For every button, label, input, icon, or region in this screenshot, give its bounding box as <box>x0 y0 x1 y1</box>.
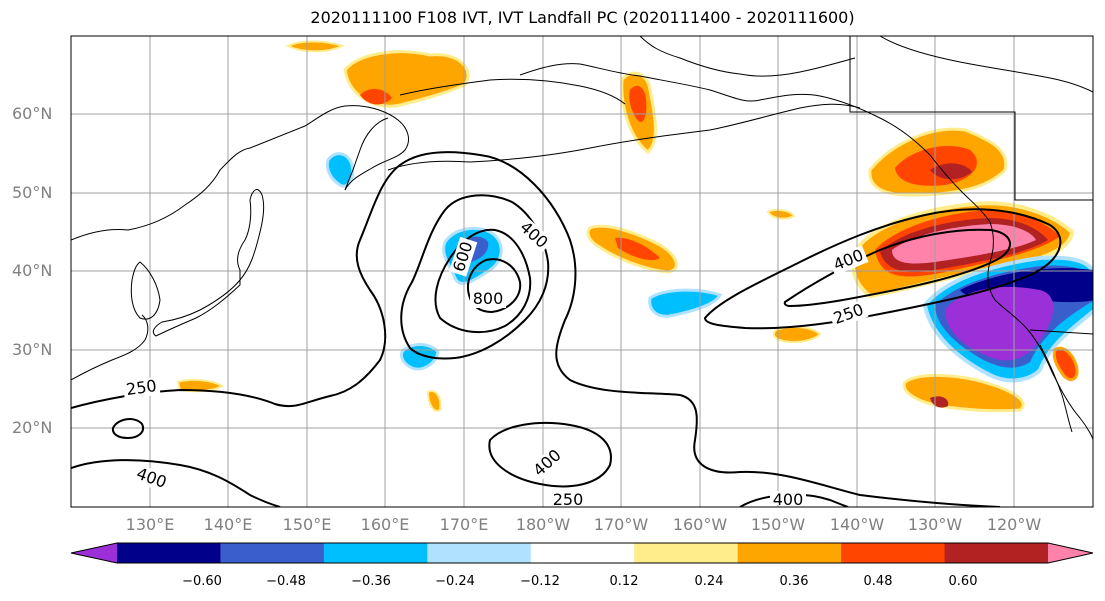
anomaly-small-2 <box>426 390 442 412</box>
colorbar-segment <box>634 543 739 563</box>
anomaly-alaska-red <box>930 163 972 180</box>
colorbar-tick-label: −0.36 <box>351 574 391 589</box>
anomaly-central-pacific-core <box>615 237 660 261</box>
lon-label-140w: 140°W <box>829 515 885 534</box>
colorbar-extend-right <box>1048 543 1093 563</box>
contour-250-ne-pacific <box>703 208 1062 330</box>
coastline-east-asia <box>71 105 409 241</box>
anomaly-small-1 <box>766 208 796 220</box>
colorbar <box>70 542 1094 564</box>
lon-label-170w: 170°W <box>593 515 649 534</box>
anomaly-bering-core <box>629 85 647 122</box>
colorbar-tick-label: 0.36 <box>779 574 809 589</box>
contour-600 <box>434 228 532 334</box>
anomaly-hawaii-east <box>772 325 822 343</box>
anomaly-okhotsk-core <box>360 88 392 105</box>
lat-label-20n: 20°N <box>12 418 53 437</box>
lon-label-160e: 160°E <box>360 515 410 534</box>
lon-label-170e: 170°E <box>439 515 489 534</box>
colorbar-tick-label: 0.60 <box>948 574 978 589</box>
colorbar-extend-left <box>71 543 117 563</box>
colorbar-segment <box>737 543 842 563</box>
coastline-baja <box>1039 344 1073 433</box>
coastline-bering-alaska-north <box>639 36 856 77</box>
coastline-aleutian-chain <box>387 103 861 171</box>
colorbar-segment <box>220 543 325 563</box>
lon-label-160w: 160°W <box>672 515 728 534</box>
border-us-mexico <box>1029 329 1093 335</box>
contour-800 <box>467 258 522 314</box>
contour-label-250-wp: 250 <box>125 376 158 399</box>
colorbar-segment <box>323 543 428 563</box>
contour-label-800: 800 <box>473 289 504 308</box>
colorbar-tick-label: 0.12 <box>609 574 639 589</box>
anomaly-baja <box>1052 346 1079 381</box>
lat-label-40n: 40°N <box>12 261 53 280</box>
map-frame <box>70 35 1094 508</box>
contour-400-southeast <box>739 493 849 507</box>
coastline-japan <box>152 189 265 337</box>
anomaly-dateline-negative <box>648 288 723 318</box>
anomaly-ne-pacific-pink <box>892 224 1036 264</box>
coastline-chukotka <box>399 78 626 105</box>
coastline-kamchatka <box>344 117 389 191</box>
political-boundaries <box>849 36 1093 335</box>
colorbar-segment <box>427 543 532 563</box>
coastline-canada-islands <box>879 36 1093 93</box>
contour-label-250-south: 250 <box>553 490 584 509</box>
colorbar-tick-label: −0.12 <box>520 574 560 589</box>
lon-label-150w: 150°W <box>750 515 806 534</box>
anomaly-kamchatka-negative <box>325 152 355 188</box>
coastlines <box>71 36 1093 441</box>
contour-250-west-pacific <box>71 151 1001 507</box>
lon-label-120w: 120°W <box>986 515 1042 534</box>
coastline-korea <box>130 261 161 320</box>
contour-400-south-central <box>488 422 612 488</box>
anomaly-california-negative-core <box>945 286 1054 361</box>
lat-label-60n: 60°N <box>12 104 53 123</box>
map-title: 2020111100 F108 IVT, IVT Landfall PC (20… <box>310 8 855 27</box>
lat-label-50n: 50°N <box>12 183 53 202</box>
colorbar-tick-label: −0.60 <box>182 574 222 589</box>
anomaly-japan-sea-negative <box>400 343 440 371</box>
colorbar-outline <box>70 542 1094 564</box>
contour-label-400-south: 400 <box>773 490 804 509</box>
lon-label-180w: 180°W <box>515 515 571 534</box>
lon-label-150e: 150°E <box>282 515 332 534</box>
lon-label-140e: 140°E <box>203 515 253 534</box>
contour-400-southwest <box>71 459 281 507</box>
anomaly-small-3 <box>285 40 345 53</box>
colorbar-segment <box>944 543 1049 563</box>
coastline-alaska-west <box>519 63 991 223</box>
colorbar-segment <box>841 543 946 563</box>
colorbar-tick-label: −0.48 <box>266 574 306 589</box>
lat-label-30n: 30°N <box>12 340 53 359</box>
colorbar-segment <box>117 543 221 563</box>
contour-400-ne-pacific <box>783 228 1012 308</box>
colorbar-tick-label: 0.48 <box>863 574 893 589</box>
coastline-china <box>71 314 149 381</box>
map-layers <box>71 36 1093 507</box>
lon-label-130w: 130°W <box>907 515 963 534</box>
colorbar-tick-label: −0.24 <box>435 574 475 589</box>
contour-small-west <box>111 418 144 440</box>
lon-label-130e: 130°E <box>125 515 175 534</box>
colorbar-segment <box>530 543 635 563</box>
colorbar-tick-label: 0.24 <box>694 574 724 589</box>
